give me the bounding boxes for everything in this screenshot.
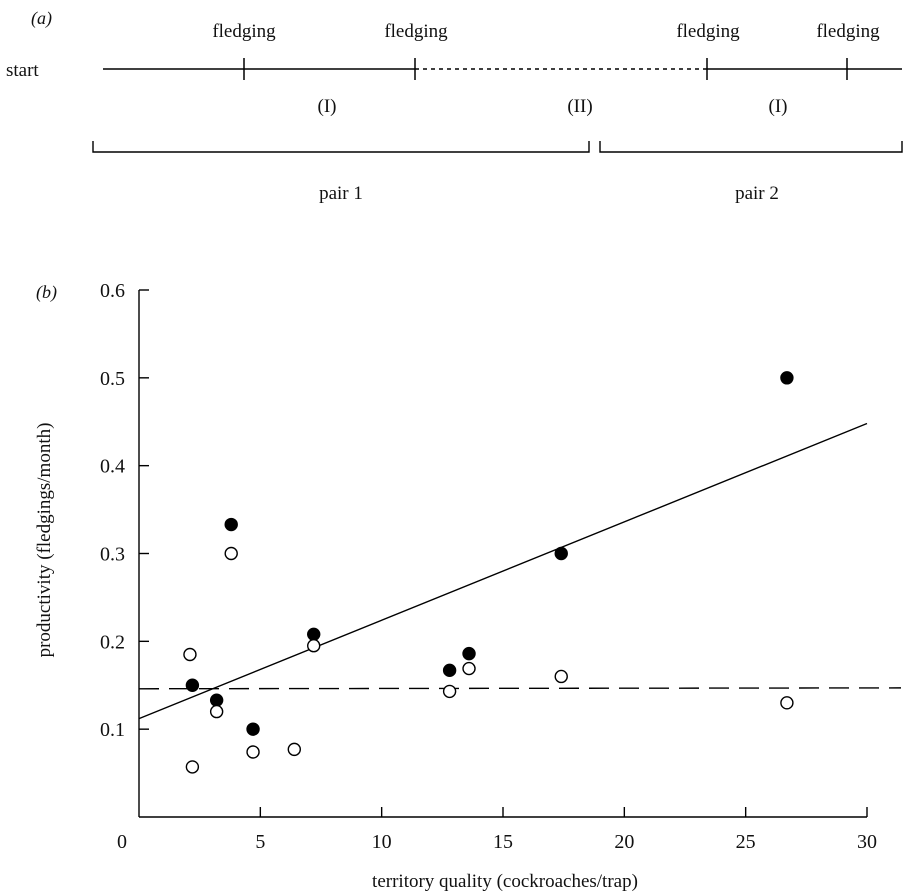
open-data-point-4 (246, 745, 260, 759)
y-tick-label-1: 0.2 (100, 631, 125, 653)
filled-data-point-6 (462, 646, 476, 661)
x-axis-title: territory quality (cockroaches/trap) (372, 871, 638, 892)
period-label-1: (I) (318, 96, 337, 117)
filled-data-point-1 (209, 693, 224, 707)
open-data-point-9 (554, 669, 568, 684)
period-label-2: (II) (567, 96, 592, 117)
pair-2-label: pair 2 (735, 183, 779, 204)
open-data-point-6 (307, 639, 321, 653)
regression-lines (138, 422, 901, 720)
fledging-label-2: fledging (384, 21, 448, 42)
period-label-3: (I) (769, 96, 788, 117)
y-tick-label-3: 0.4 (100, 456, 125, 478)
filled-data-point-5 (442, 663, 457, 678)
filled-data-point-4 (307, 627, 321, 642)
y-tick-label-0: 0.1 (100, 719, 125, 741)
x-tick-label-0: 0 (117, 831, 127, 853)
open-data-point-3 (224, 546, 238, 561)
open-data-point-8 (462, 661, 476, 676)
filled-data-point-8 (780, 371, 794, 385)
open-data-point-10 (780, 696, 794, 710)
y-axis-ticks: 0.1 0.2 0.3 0.4 0.5 0.6 (100, 280, 149, 741)
y-axis-title: productivity (fledgings/month) (34, 423, 55, 658)
filled-data-point-3 (246, 722, 260, 736)
dashed-reference-line (138, 687, 901, 690)
x-tick-label-2: 10 (372, 831, 392, 853)
open-data-point-2 (209, 704, 224, 719)
filled-data-point-7 (554, 546, 568, 561)
open-data-point-5 (287, 742, 302, 757)
open-data-point-0 (183, 647, 197, 662)
filled-data-point-2 (224, 517, 238, 532)
x-tick-label-3: 15 (493, 831, 513, 853)
x-tick-label-4: 20 (614, 831, 634, 853)
data-points (183, 371, 794, 774)
open-data-point-7 (442, 684, 457, 699)
pair-2-bracket (599, 141, 903, 153)
filled-data-point-0 (185, 678, 200, 692)
pair-1-bracket (92, 141, 590, 153)
fledging-label-4: fledging (816, 21, 880, 42)
x-axis-ticks: 0 5 10 15 20 25 30 (117, 807, 877, 853)
pair-1-label: pair 1 (319, 183, 363, 204)
open-data-point-1 (185, 760, 200, 774)
panel-a-label: (a) (31, 8, 52, 29)
y-tick-label-5: 0.6 (100, 280, 125, 302)
scatter-chart: 0.1 0.2 0.3 0.4 0.5 0.6 0 5 10 15 20 25 30 territor… (34, 280, 901, 892)
solid-regression-line (138, 422, 868, 720)
x-tick-label-6: 30 (857, 831, 877, 853)
timeline-start-label: start (6, 60, 39, 81)
panel-a-timeline: (a) start fledging fledging fledging fle… (6, 8, 903, 204)
panel-b-label: (b) (36, 282, 57, 303)
fledging-label-1: fledging (212, 21, 276, 42)
fledging-label-3: fledging (676, 21, 740, 42)
y-tick-label-4: 0.5 (100, 368, 125, 390)
x-tick-label-1: 5 (255, 831, 265, 853)
y-tick-label-2: 0.3 (100, 544, 125, 566)
x-tick-label-5: 25 (736, 831, 756, 853)
